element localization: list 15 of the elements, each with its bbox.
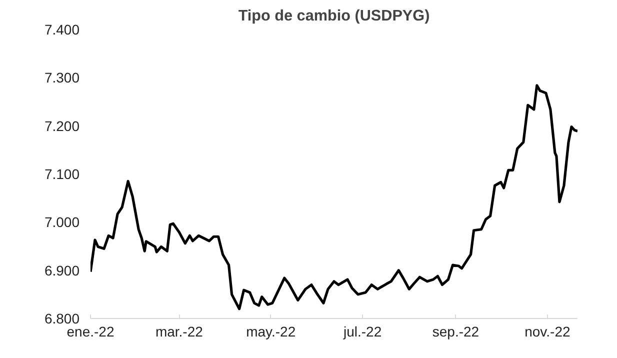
x-tick-label: nov.-22 [524,324,570,340]
line-series [90,84,578,310]
y-tick-label: 7.100 [44,166,80,182]
y-tick-label: 7.200 [44,118,80,134]
y-tick-label: 7.300 [44,70,80,86]
y-tick-label: 6.900 [44,262,80,278]
y-tick-label: 7.400 [44,22,80,38]
chart-title: Tipo de cambio (USDPYG) [238,8,430,24]
x-tick-label: ene.-22 [66,324,114,340]
x-tick-label: mar.-22 [155,324,204,340]
x-tick-label: jul.-22 [342,324,382,340]
x-tick-label: may.-22 [246,324,296,340]
x-tick-label: sep.-22 [432,324,480,340]
y-tick-label: 7.000 [44,214,80,230]
y-tick-label: 6.800 [44,310,80,326]
